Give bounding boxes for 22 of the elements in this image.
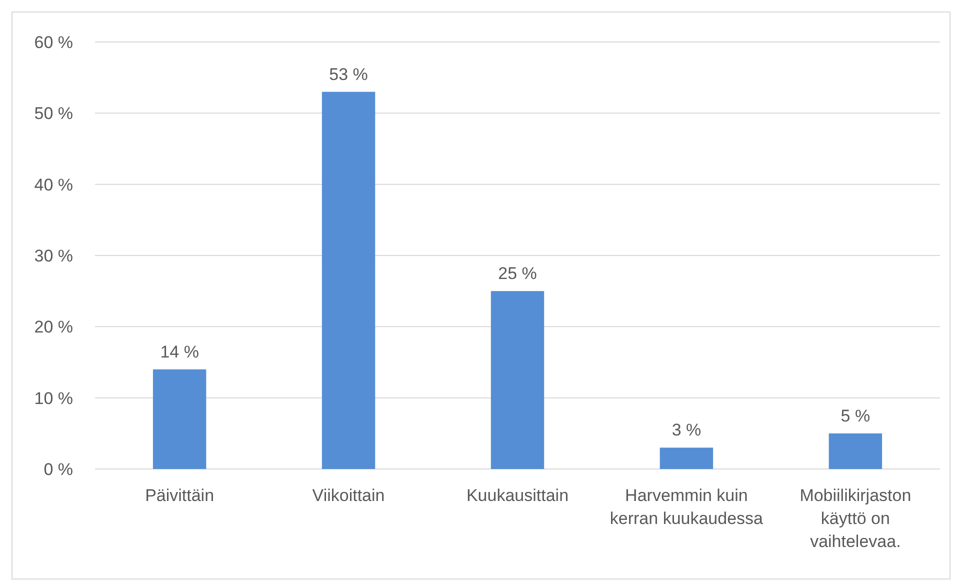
x-tick-label: Harvemmin kuin kerran kuukaudessa — [610, 486, 764, 528]
y-tick-label: 20 % — [34, 318, 73, 337]
data-label: 53 % — [329, 64, 368, 84]
bar — [828, 433, 882, 469]
data-label: 5 % — [840, 406, 870, 426]
bar — [490, 291, 544, 469]
data-label: 3 % — [672, 420, 702, 440]
bar — [322, 92, 376, 469]
y-tick-label: 30 % — [34, 246, 73, 266]
x-tick-label: Viikoittain — [312, 486, 385, 505]
y-tick-label: 40 % — [34, 175, 73, 194]
x-tick-label: Mobiilikirjaston käyttö on vaihtelevaa. — [800, 486, 912, 551]
y-tick-label: 50 % — [34, 104, 73, 124]
x-tick-label: Kuukausittain — [466, 486, 569, 505]
y-tick-label: 60 % — [34, 32, 73, 52]
data-label: 14 % — [160, 342, 199, 362]
bar — [660, 448, 714, 469]
data-label: 25 % — [498, 264, 537, 284]
y-tick-label: 10 % — [34, 388, 73, 408]
x-tick-label: Päivittäin — [145, 486, 214, 505]
y-tick-label: 0 % — [44, 460, 73, 479]
bar — [152, 369, 206, 469]
